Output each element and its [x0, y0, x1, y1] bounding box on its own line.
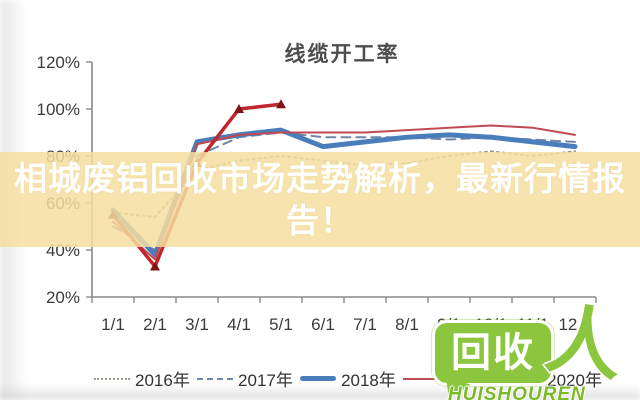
- legend-item-2017: 2017年: [197, 366, 293, 391]
- legend-swatch-2017: [197, 377, 234, 380]
- headline-line-1: 相城废铝回收市场走势解析，最新行情报: [14, 159, 626, 197]
- headline-line-2: 告！: [286, 201, 354, 239]
- x-tick-label: 7/1: [353, 315, 377, 334]
- series-marker-2020年: [150, 261, 160, 271]
- x-tick-label: 12/1: [558, 315, 591, 334]
- legend-item-2016: 2016年: [94, 366, 190, 391]
- brand-text: HUISHOUREN: [448, 384, 586, 400]
- scan-edge-bottom: [0, 384, 640, 400]
- legend-label-2020: 2020年: [547, 371, 602, 390]
- legend-swatch-2016: [94, 377, 130, 380]
- legend-label-2018: 2018年: [341, 371, 396, 390]
- series-marker-2020年: [276, 99, 286, 109]
- recycle-bubble-text: 回收: [451, 331, 535, 375]
- x-tick-label: 1/1: [101, 315, 125, 334]
- x-tick-label: 8/1: [395, 315, 419, 334]
- x-tick-label: 6/1: [311, 315, 335, 334]
- person-glyph-icon: 人: [540, 296, 628, 391]
- x-tick-label: 5/1: [269, 315, 293, 334]
- x-tick-label: 2/1: [143, 315, 167, 334]
- chart-title: 线缆开工率: [284, 43, 400, 66]
- y-tick-label: 20%: [46, 288, 80, 307]
- legend-item-2018: 2018年: [300, 366, 396, 391]
- legend-swatch-2018: [300, 376, 337, 381]
- x-tick-label: 3/1: [185, 315, 209, 334]
- legend-label-2017: 2017年: [238, 371, 293, 390]
- headline-overlay: 相城废铝回收市场走势解析，最新行情报 告！: [0, 152, 640, 247]
- legend-label-2016: 2016年: [135, 371, 190, 390]
- huishouren-watermark: 回收 人 HUISHOUREN: [428, 296, 628, 400]
- series-marker-2020年: [234, 104, 244, 113]
- speech-bubble-icon: 回收: [432, 320, 554, 386]
- y-tick-label: 120%: [37, 53, 80, 72]
- y-tick-label: 100%: [37, 100, 80, 119]
- legend-swatch-2019: [403, 377, 440, 380]
- x-tick-label: 4/1: [227, 315, 251, 334]
